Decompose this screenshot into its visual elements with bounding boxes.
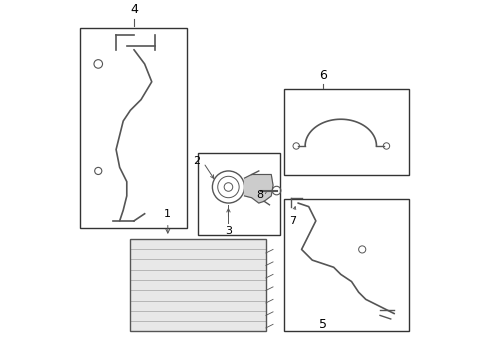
Bar xyxy=(80,28,187,228)
Bar xyxy=(283,89,408,175)
Bar xyxy=(198,153,280,235)
Bar xyxy=(130,239,265,332)
Text: 2: 2 xyxy=(192,156,200,166)
Bar xyxy=(283,199,408,332)
Text: 7: 7 xyxy=(288,216,295,225)
Text: 6: 6 xyxy=(318,69,326,82)
Text: 3: 3 xyxy=(224,226,231,236)
Text: 1: 1 xyxy=(164,209,171,219)
Text: 8: 8 xyxy=(255,190,263,200)
Text: 4: 4 xyxy=(130,3,138,16)
Polygon shape xyxy=(244,175,272,203)
Text: 5: 5 xyxy=(318,318,326,331)
